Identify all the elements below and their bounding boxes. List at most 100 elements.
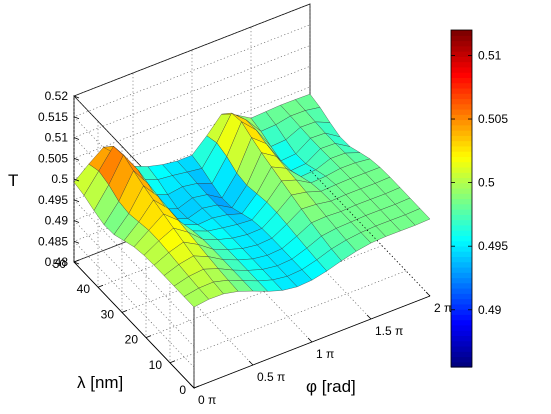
z-tick-mark: [73, 199, 80, 203]
z-tick-label: 0.495: [38, 193, 68, 207]
colorbar-band: [451, 172, 472, 179]
colorbar-band: [451, 124, 472, 131]
colorbar-band: [451, 151, 472, 157]
y-tick-mark: [97, 284, 104, 288]
y-tick-mark: [145, 335, 152, 338]
colorbar-band: [451, 356, 472, 363]
y-axis-ticks: 0 10 20 30 40 50: [53, 257, 200, 397]
colorbar-band: [451, 330, 472, 337]
y-tick-label: 0: [179, 383, 186, 397]
colorbar-band: [451, 266, 472, 273]
colorbar-band: [451, 340, 472, 347]
colorbar-band: [451, 156, 472, 163]
z-tick-label: 0.505: [38, 151, 68, 165]
colorbar-band: [451, 351, 472, 358]
z-tick-label: 0.5: [51, 172, 68, 186]
colorbar-band: [451, 209, 472, 215]
x-tick-label: 0.5 π: [257, 370, 285, 384]
colorbar-tick-label: 0.49: [478, 303, 502, 317]
x-tick-label: 1.5 π: [375, 324, 403, 338]
x-tick-mark: [425, 291, 431, 297]
x-tick-label: 1 π: [316, 347, 334, 361]
colorbar-band: [451, 293, 472, 300]
colorbar-tick-label: 0.505: [478, 112, 508, 126]
colorbar-band: [451, 161, 472, 168]
colorbar-band: [451, 272, 472, 279]
x-axis-label: φ [rad]: [306, 377, 356, 396]
colorbar-band: [451, 261, 472, 268]
colorbar-band: [451, 182, 472, 189]
z-tick-mark: [73, 261, 80, 265]
z-tick-label: 0.48: [45, 255, 69, 269]
colorbar-band: [451, 251, 472, 258]
colorbar-band: [451, 282, 472, 289]
colorbar-band: [451, 77, 472, 84]
colorbar-band: [451, 298, 472, 305]
z-tick-label: 0.485: [38, 234, 68, 248]
colorbar-band: [451, 45, 472, 52]
z-tick-label: 0.51: [45, 131, 69, 145]
colorbar-tick-label: 0.51: [478, 48, 502, 62]
colorbar-band: [451, 66, 472, 73]
z-tick-label: 0.515: [38, 110, 68, 124]
z-tick-label: 0.52: [45, 89, 69, 103]
z-axis-label: T: [8, 171, 18, 190]
x-tick-mark: [366, 314, 372, 320]
y-axis-label: λ [nm]: [77, 373, 123, 392]
colorbar-band: [451, 230, 472, 236]
z-tick-mark: [73, 178, 80, 182]
colorbar-band: [451, 324, 472, 331]
colorbar-band: [451, 187, 472, 194]
colorbar-band: [451, 240, 472, 247]
colorbar-band: [451, 198, 472, 205]
colorbar-band: [451, 235, 472, 242]
z-tick-mark: [73, 240, 80, 244]
colorbar: 0.49 0.495 0.5 0.505 0.51: [450, 29, 508, 368]
colorbar-band: [451, 345, 472, 352]
colorbar-band: [451, 72, 472, 78]
colorbar-tick-label: 0.495: [478, 239, 508, 253]
colorbar-band: [451, 177, 472, 184]
y-tick-mark: [121, 310, 128, 313]
colorbar-band: [451, 335, 472, 342]
colorbar-band: [451, 130, 472, 136]
colorbar-band: [451, 93, 472, 100]
z-tick-mark: [73, 157, 80, 161]
y-tick-label: 10: [149, 358, 163, 372]
colorbar-band: [451, 30, 472, 36]
colorbar-tick-label: 0.5: [478, 176, 495, 190]
y-tick-label: 20: [125, 333, 139, 347]
y-tick-label: 30: [101, 307, 115, 321]
colorbar-band: [451, 140, 472, 147]
colorbar-band: [451, 166, 472, 173]
x-tick-label: 0 π: [198, 393, 216, 407]
colorbar-band: [451, 108, 472, 115]
colorbar-band: [451, 103, 472, 110]
colorbar-band: [451, 114, 472, 121]
z-tick-mark: [73, 137, 80, 140]
z-tick-mark: [73, 116, 80, 120]
colorbar-band: [451, 256, 472, 263]
z-axis-ticks: 0.48 0.485 0.49 0.495 0.5 0.505 0.51 0.515 0.52: [38, 89, 80, 269]
surface-mesh: [73, 93, 431, 308]
colorbar-band: [451, 224, 472, 231]
colorbar-band: [451, 193, 472, 200]
x-tick-mark: [307, 337, 313, 343]
colorbar-band: [451, 245, 472, 252]
colorbar-band: [451, 119, 472, 126]
x-tick-mark: [248, 360, 254, 366]
colorbar-band: [451, 98, 472, 105]
colorbar-band: [451, 314, 472, 321]
colorbar-band: [451, 135, 472, 142]
colorbar-band: [451, 277, 472, 284]
y-tick-mark: [169, 360, 176, 364]
colorbar-band: [451, 214, 472, 221]
y-tick-label: 40: [77, 282, 91, 296]
colorbar-band: [451, 288, 472, 294]
x-axis-ticks: 0 π 0.5 π 1 π 1.5 π 2 π: [189, 291, 452, 407]
colorbar-band: [451, 361, 472, 368]
surface-patch: [404, 208, 431, 226]
x-tick-mark: [189, 383, 195, 389]
colorbar-band: [451, 40, 472, 47]
